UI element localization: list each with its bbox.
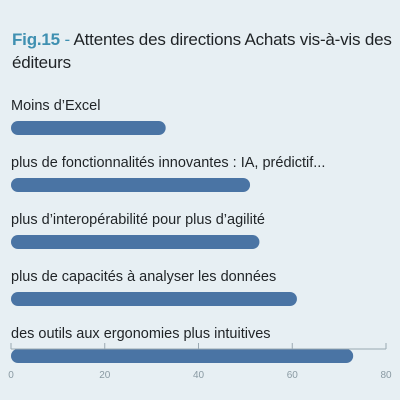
category-label: plus de capacités à analyser les données xyxy=(11,269,276,285)
x-tick-label: 20 xyxy=(99,370,111,381)
bar xyxy=(11,121,166,135)
category-label: des outils aux ergonomies plus intuitive… xyxy=(11,326,271,342)
chart-title: Fig.15 - Attentes des directions Achats … xyxy=(12,28,392,74)
x-tick-label: 80 xyxy=(380,370,392,381)
figure-title: Attentes des directions Achats vis-à-vis… xyxy=(12,30,392,72)
title-separator: - xyxy=(59,30,74,49)
figure-number: Fig.15 xyxy=(12,30,60,49)
bar xyxy=(11,235,260,249)
category-label: plus d’interopérabilité pour plus d’agil… xyxy=(11,212,265,228)
x-tick-label: 0 xyxy=(8,370,14,381)
x-tick-label: 60 xyxy=(287,370,299,381)
bar xyxy=(11,178,251,192)
category-label: plus de fonctionnalités innovantes : IA,… xyxy=(11,155,325,171)
bar xyxy=(11,349,354,363)
x-tick-label: 40 xyxy=(193,370,205,381)
bar xyxy=(11,292,297,306)
category-label: Moins d’Excel xyxy=(11,98,100,114)
